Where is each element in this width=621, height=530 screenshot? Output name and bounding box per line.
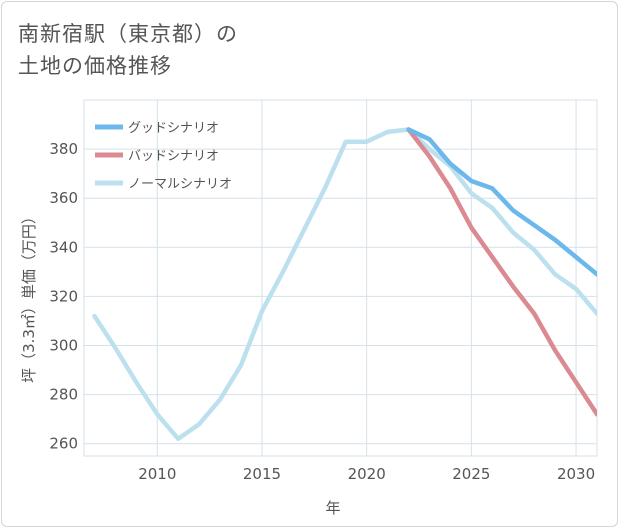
x-tick-label: 2015	[243, 465, 281, 483]
x-axis-ticks: 2010 2015 2020 2025 2030	[138, 465, 595, 483]
y-tick-label: 300	[49, 337, 78, 355]
chart-title-line-1: 南新宿駅（東京都）の	[18, 22, 238, 46]
y-axis-label: 坪（3.3㎡）単価（万円）	[20, 209, 38, 383]
y-tick-label: 340	[49, 238, 78, 256]
series-line-0	[406, 127, 597, 277]
x-axis-label: 年	[325, 499, 340, 517]
x-tick-label: 2020	[348, 465, 386, 483]
chart-title-line-2: 土地の価格推移	[18, 54, 172, 78]
x-tick-label: 2030	[557, 465, 595, 483]
y-axis-ticks: 260 280 300 320 340 360 380	[49, 140, 78, 453]
plot-border	[83, 99, 598, 457]
grid-lines	[83, 99, 598, 457]
legend-label: バッドシナリオ	[128, 149, 219, 164]
chart-title: 南新宿駅（東京都）の 土地の価格推移	[18, 18, 238, 82]
series-line-2	[92, 127, 597, 442]
y-tick-label: 320	[49, 287, 78, 305]
y-tick-label: 380	[49, 140, 78, 158]
y-tick-label: 260	[49, 435, 78, 453]
y-tick-label: 280	[49, 386, 78, 404]
x-tick-label: 2010	[138, 465, 176, 483]
legend-label: ノーマルシナリオ	[128, 177, 232, 192]
legend-label: グッドシナリオ	[128, 121, 219, 136]
series-lines	[92, 127, 597, 442]
x-tick-label: 2025	[452, 465, 490, 483]
series-line-1	[406, 127, 597, 417]
y-tick-label: 360	[49, 189, 78, 207]
